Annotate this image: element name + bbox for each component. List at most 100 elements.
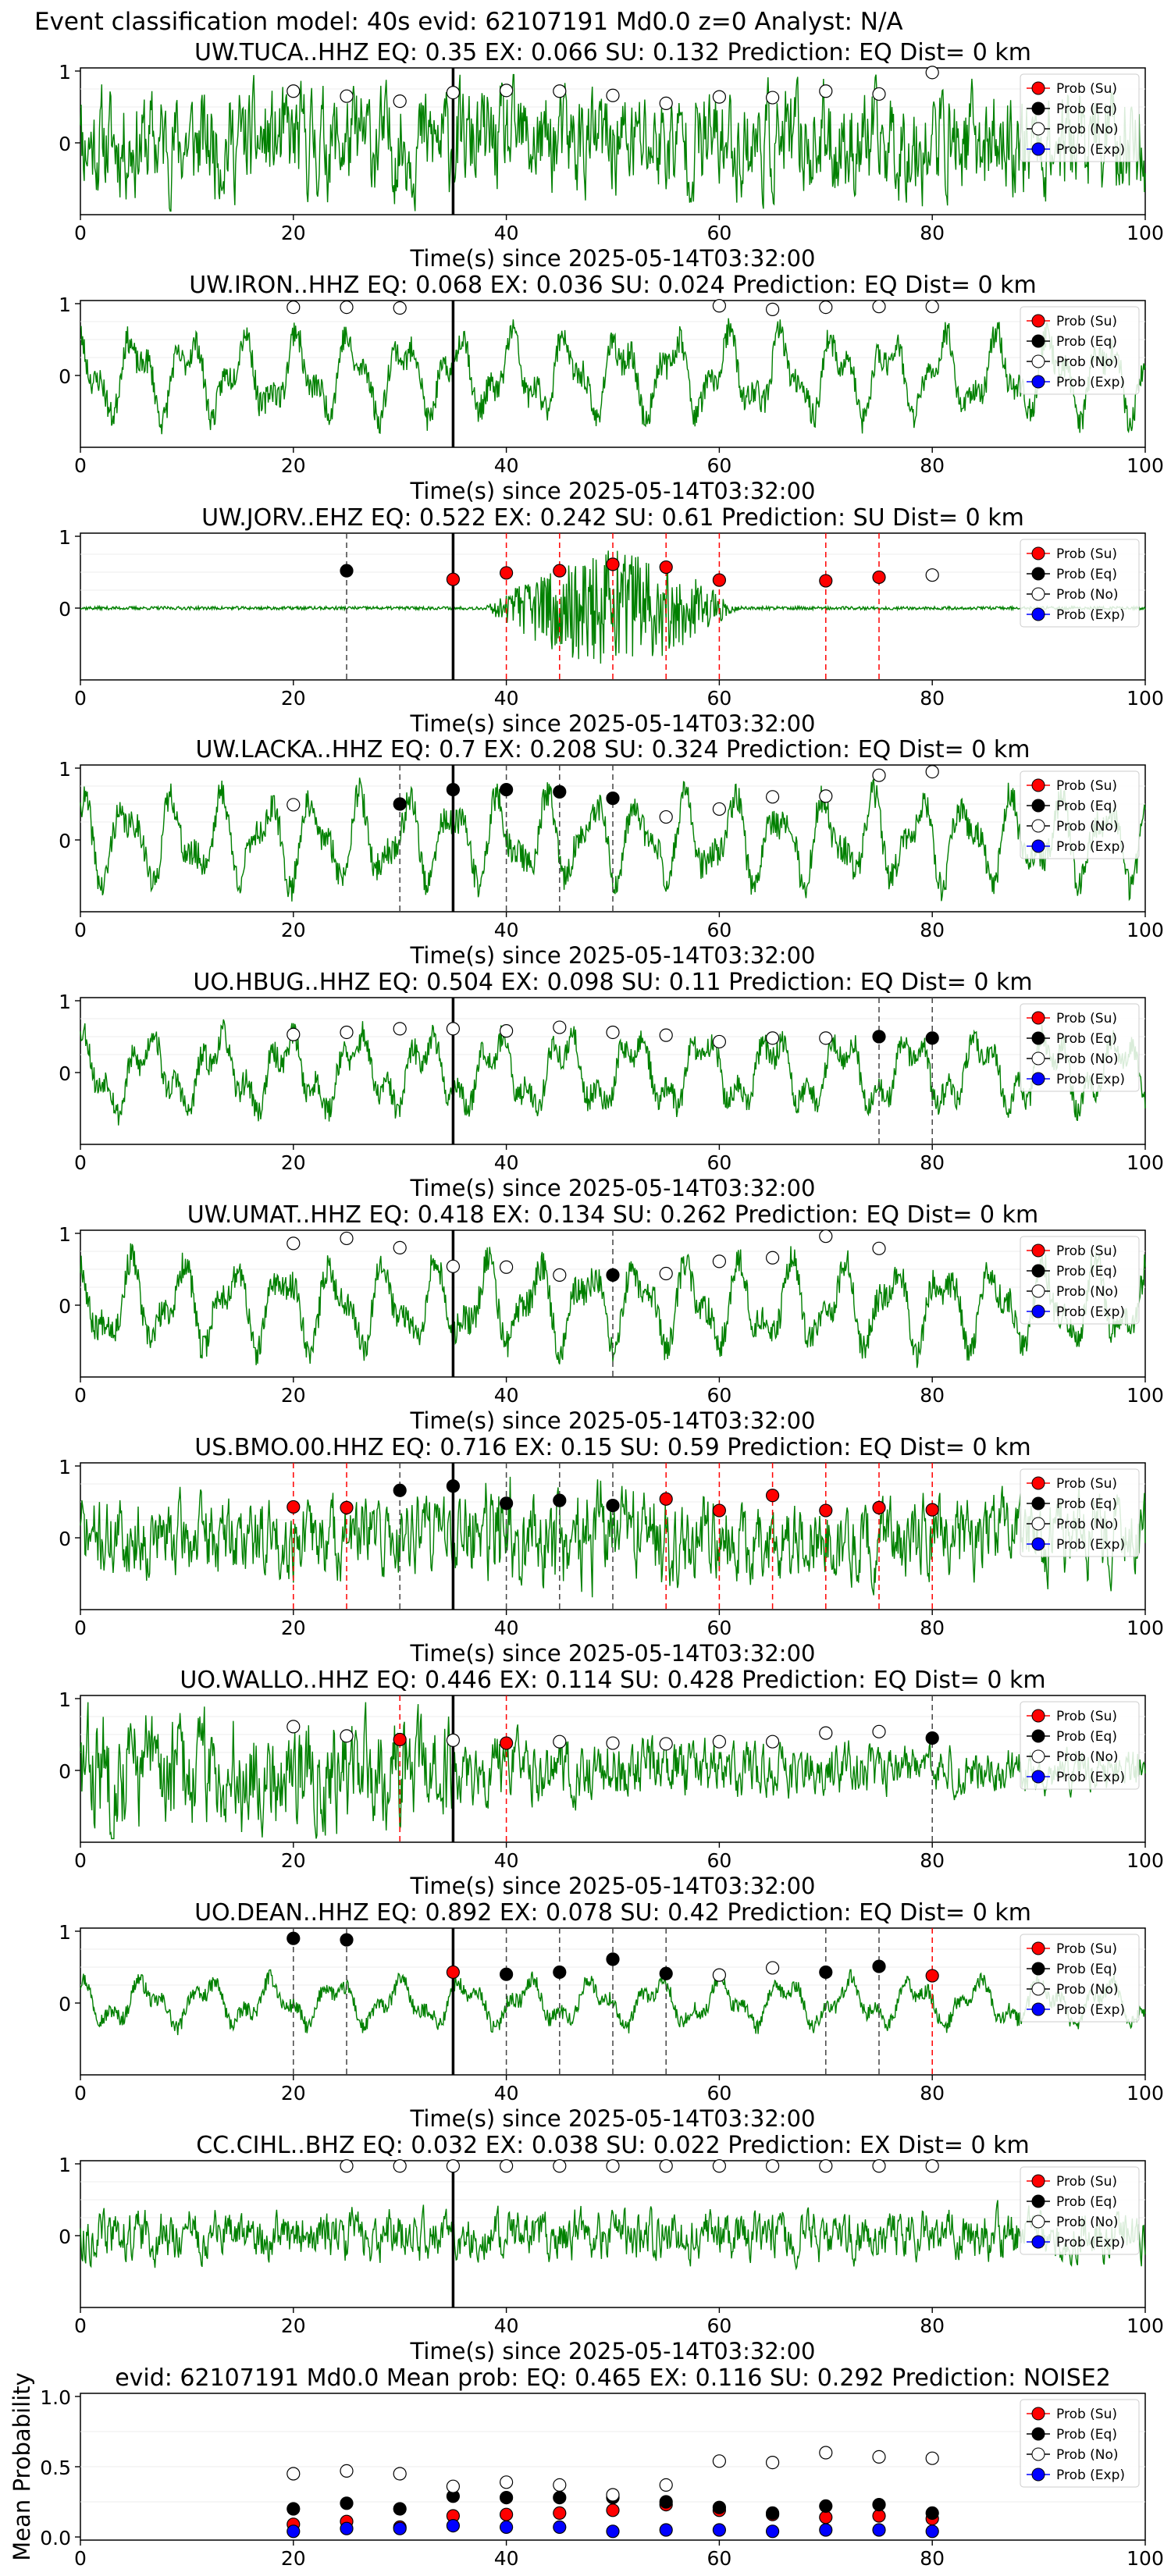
x-axis-label: Time(s) since 2025-05-14T03:32:00 (410, 1175, 816, 1201)
mean-prob-marker-eq (925, 2506, 939, 2520)
x-tick-label: 80 (920, 1384, 945, 1407)
prob-marker-no (925, 568, 939, 582)
x-tick-label: 20 (281, 222, 306, 244)
prob-marker-no (606, 88, 620, 102)
x-tick-label: 80 (920, 222, 945, 244)
legend-marker (1031, 1941, 1045, 1955)
mean-prob-marker-exp (819, 2523, 833, 2537)
legend-marker (1031, 1031, 1045, 1045)
chart-title: UW.TUCA..HHZ EQ: 0.35 EX: 0.066 SU: 0.13… (194, 39, 1031, 66)
x-tick-label: 40 (494, 687, 519, 710)
chart-title: UO.WALLO..HHZ EQ: 0.446 EX: 0.114 SU: 0.… (180, 1667, 1045, 1694)
y-tick-label: 1 (59, 294, 71, 316)
prob-marker-su (925, 1969, 939, 1983)
y-tick-label: 0.5 (40, 2457, 71, 2479)
x-tick-label: 40 (494, 1151, 519, 1174)
legend-label: Prob (Eq) (1056, 2194, 1117, 2210)
chart-panel-3: UW.LACKA..HHZ EQ: 0.7 EX: 0.208 SU: 0.32… (59, 736, 1164, 969)
mean-prob-marker-exp (287, 2524, 301, 2539)
y-tick-label: 1 (59, 1688, 71, 1711)
x-tick-label: 60 (707, 1849, 731, 1872)
legend-label: Prob (Exp) (1056, 2235, 1125, 2250)
legend-marker (1031, 2447, 1045, 2461)
prob-marker-no (765, 302, 780, 316)
prob-marker-no (712, 2159, 727, 2173)
y-tick-label: 0.0 (40, 2527, 71, 2549)
prob-marker-eq (499, 1496, 514, 1510)
prob-marker-eq (606, 1268, 620, 1282)
legend-marker (1031, 1496, 1045, 1510)
legend-marker (1031, 354, 1045, 368)
legend-label: Prob (No) (1056, 587, 1119, 603)
x-axis-label: Time(s) since 2025-05-14T03:32:00 (410, 2105, 816, 2132)
legend-marker (1031, 314, 1045, 328)
mean-prob-marker-exp (659, 2523, 673, 2537)
prob-marker-no (393, 1240, 407, 1255)
legend-label: Prob (Exp) (1056, 1072, 1125, 1087)
legend-marker (1031, 1517, 1045, 1531)
prob-marker-no (446, 1259, 461, 1273)
prob-marker-no (819, 1726, 833, 1740)
legend-label: Prob (No) (1056, 1517, 1119, 1532)
legend-marker (1031, 1709, 1045, 1723)
prob-marker-no (765, 1251, 780, 1265)
chart-title: UW.IRON..HHZ EQ: 0.068 EX: 0.036 SU: 0.0… (189, 272, 1037, 299)
prob-marker-no (393, 1022, 407, 1036)
mean-prob-marker-eq (872, 2498, 886, 2512)
prob-marker-su (287, 1500, 301, 1514)
x-tick-label: 100 (1127, 1617, 1164, 1639)
legend-marker (1031, 2235, 1045, 2249)
prob-marker-no (553, 84, 567, 98)
prob-marker-eq (393, 1483, 407, 1497)
mean-prob-marker-eq (287, 2502, 301, 2516)
x-tick-label: 80 (920, 2082, 945, 2105)
x-tick-label: 80 (920, 2547, 945, 2570)
mean-prob-marker-no (765, 2456, 780, 2470)
prob-marker-no (340, 1025, 354, 1040)
y-tick-label: 0 (59, 1993, 71, 2016)
prob-marker-eq (872, 1030, 886, 1044)
legend-marker (1031, 1072, 1045, 1086)
prob-marker-no (606, 2159, 620, 2173)
legend-box (1020, 2399, 1140, 2488)
prob-marker-su (499, 1736, 514, 1750)
legend-marker (1031, 334, 1045, 348)
x-tick-label: 60 (707, 454, 731, 477)
legend-label: Prob (Eq) (1056, 2427, 1117, 2443)
prob-marker-no (659, 809, 673, 824)
legend-marker (1031, 1304, 1045, 1318)
x-tick-label: 100 (1127, 2547, 1164, 2570)
chart-panel-1: UW.IRON..HHZ EQ: 0.068 EX: 0.036 SU: 0.0… (59, 272, 1164, 504)
mean-prob-marker-no (499, 2475, 514, 2489)
mean-prob-marker-su (606, 2503, 620, 2517)
x-tick-label: 100 (1127, 1151, 1164, 1174)
prob-marker-no (553, 1020, 567, 1034)
prob-marker-no (765, 790, 780, 804)
legend-marker (1031, 1749, 1045, 1763)
prob-marker-no (872, 1241, 886, 1255)
prob-marker-eq (553, 1965, 567, 1980)
chart-title: UO.HBUG..HHZ EQ: 0.504 EX: 0.098 SU: 0.1… (193, 969, 1032, 996)
x-tick-label: 100 (1127, 687, 1164, 710)
legend-marker (1031, 122, 1045, 136)
legend-box (1020, 770, 1140, 859)
mean-prob-marker-eq (393, 2502, 407, 2516)
y-axis-label: Mean Probability (9, 2372, 35, 2561)
legend-label: Prob (Eq) (1056, 1729, 1117, 1745)
mean-prob-marker-no (287, 2467, 301, 2481)
prob-marker-no (499, 1024, 514, 1038)
waveform-trace (80, 1019, 1146, 1126)
legend-label: Prob (No) (1056, 1982, 1119, 1998)
mean-prob-marker-no (819, 2446, 833, 2460)
legend-marker (1031, 1244, 1045, 1258)
chart-title: UW.UMAT..HHZ EQ: 0.418 EX: 0.134 SU: 0.2… (187, 1201, 1039, 1229)
waveform-trace (80, 1476, 1146, 1598)
prob-marker-no (340, 89, 354, 103)
y-tick-label: 1 (59, 61, 71, 84)
legend-label: Prob (Eq) (1056, 799, 1117, 814)
prob-marker-eq (606, 1952, 620, 1966)
legend-label: Prob (Su) (1056, 1476, 1117, 1492)
prob-marker-no (287, 1027, 301, 1041)
x-tick-label: 0 (74, 687, 87, 710)
x-tick-label: 100 (1127, 2082, 1164, 2105)
